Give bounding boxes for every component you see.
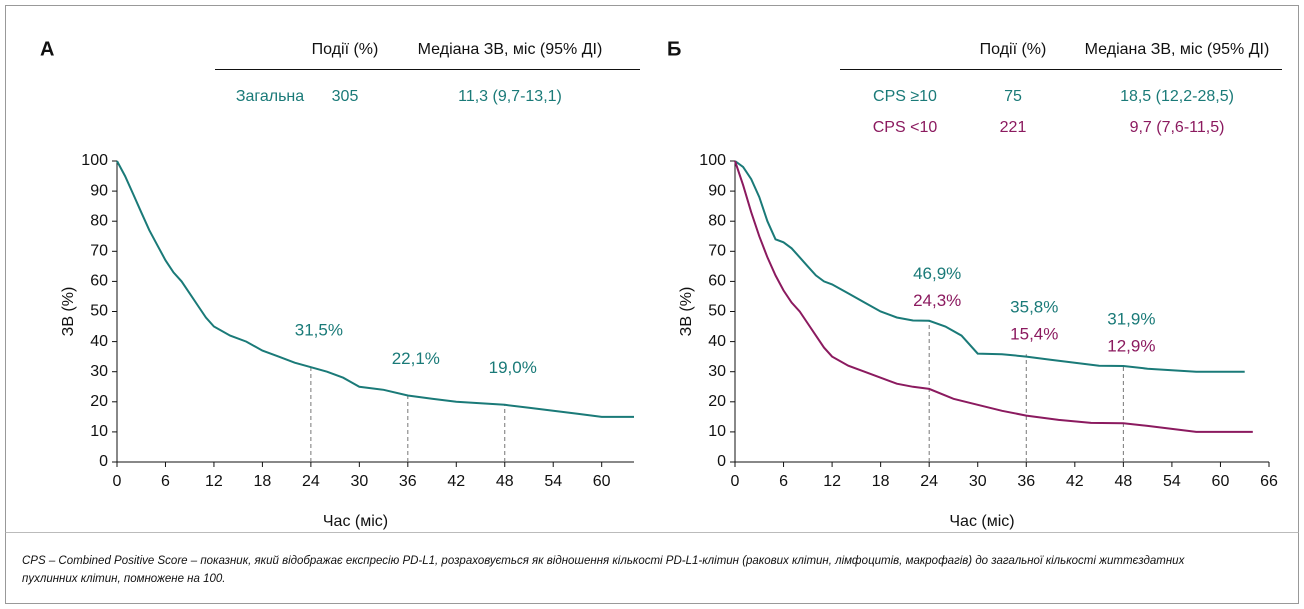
x-tick-label: 36 xyxy=(1017,473,1035,490)
landmark-label: 35,8% xyxy=(1010,298,1058,317)
table-header: Події (%) xyxy=(312,41,379,58)
y-tick-label: 40 xyxy=(90,333,108,350)
x-tick-label: 48 xyxy=(1114,473,1132,490)
y-tick-label: 20 xyxy=(708,393,726,410)
y-tick-label: 70 xyxy=(708,243,726,260)
landmark-label: 31,9% xyxy=(1107,309,1155,328)
x-tick-label: 36 xyxy=(399,473,417,490)
survival-curve xyxy=(734,160,1253,433)
x-tick-label: 54 xyxy=(1163,473,1181,490)
x-tick-label: 18 xyxy=(254,473,272,490)
y-tick-label: 90 xyxy=(708,182,726,199)
y-tick-label: 70 xyxy=(90,243,108,260)
landmark-label: 24,3% xyxy=(913,291,961,310)
y-tick-label: 100 xyxy=(699,152,726,169)
y-tick-label: 0 xyxy=(99,453,108,470)
table-events: 75 xyxy=(1004,88,1022,105)
table-header: Події (%) xyxy=(980,41,1047,58)
x-tick-label: 60 xyxy=(1212,473,1230,490)
x-axis-label: Час (міс) xyxy=(949,513,1014,530)
frame xyxy=(5,5,1299,604)
landmark-label: 22,1% xyxy=(392,349,440,368)
x-tick-label: 6 xyxy=(779,473,788,490)
table-median: 11,3 (9,7-13,1) xyxy=(458,88,562,105)
table-name: Загальна xyxy=(236,88,304,105)
y-tick-label: 30 xyxy=(708,363,726,380)
y-tick-label: 30 xyxy=(90,363,108,380)
y-tick-label: 50 xyxy=(90,303,108,320)
y-tick-label: 90 xyxy=(90,182,108,199)
landmark-label: 19,0% xyxy=(489,358,537,377)
x-tick-label: 12 xyxy=(823,473,841,490)
x-tick-label: 42 xyxy=(447,473,465,490)
y-tick-label: 40 xyxy=(708,333,726,350)
panel-label: А xyxy=(40,38,54,60)
y-tick-label: 60 xyxy=(708,273,726,290)
y-tick-label: 20 xyxy=(90,393,108,410)
landmark-label: 31,5% xyxy=(295,321,343,340)
y-axis-label: ЗВ (%) xyxy=(60,287,77,337)
x-tick-label: 54 xyxy=(544,473,562,490)
y-tick-label: 10 xyxy=(90,423,108,440)
y-tick-label: 10 xyxy=(708,423,726,440)
table-median: 9,7 (7,6-11,5) xyxy=(1130,119,1225,136)
x-tick-label: 18 xyxy=(872,473,890,490)
x-tick-label: 42 xyxy=(1066,473,1084,490)
landmark-label: 12,9% xyxy=(1107,336,1155,355)
landmark-label: 15,4% xyxy=(1010,325,1058,344)
x-tick-label: 24 xyxy=(920,473,938,490)
y-tick-label: 50 xyxy=(708,303,726,320)
x-tick-label: 24 xyxy=(302,473,320,490)
table-header: Медіана ЗВ, міс (95% ДІ) xyxy=(418,41,603,58)
table-name: CPS <10 xyxy=(873,119,938,136)
x-axis-label: Час (міс) xyxy=(323,513,388,530)
table-name: CPS ≥10 xyxy=(873,88,937,105)
y-tick-label: 0 xyxy=(717,453,726,470)
table-events: 305 xyxy=(332,88,359,105)
x-tick-label: 6 xyxy=(161,473,170,490)
footnote: CPS – Combined Positive Score – показник… xyxy=(22,555,1185,585)
y-tick-label: 100 xyxy=(81,152,108,169)
landmark-label: 46,9% xyxy=(913,264,961,283)
panel-label: Б xyxy=(667,38,681,60)
y-tick-label: 80 xyxy=(90,212,108,229)
survival-curve xyxy=(116,160,634,418)
y-tick-label: 80 xyxy=(708,212,726,229)
x-tick-label: 66 xyxy=(1260,473,1278,490)
x-tick-label: 30 xyxy=(350,473,368,490)
x-tick-label: 48 xyxy=(496,473,514,490)
x-tick-label: 60 xyxy=(593,473,611,490)
x-tick-label: 0 xyxy=(731,473,740,490)
table-events: 221 xyxy=(1000,119,1027,136)
table-median: 18,5 (12,2-28,5) xyxy=(1120,88,1234,105)
y-tick-label: 60 xyxy=(90,273,108,290)
y-axis-label: ЗВ (%) xyxy=(678,287,695,337)
survival-curve xyxy=(734,160,1245,373)
x-tick-label: 0 xyxy=(113,473,122,490)
table-header: Медіана ЗВ, міс (95% ДІ) xyxy=(1085,41,1270,58)
x-tick-label: 12 xyxy=(205,473,223,490)
x-tick-label: 30 xyxy=(969,473,987,490)
